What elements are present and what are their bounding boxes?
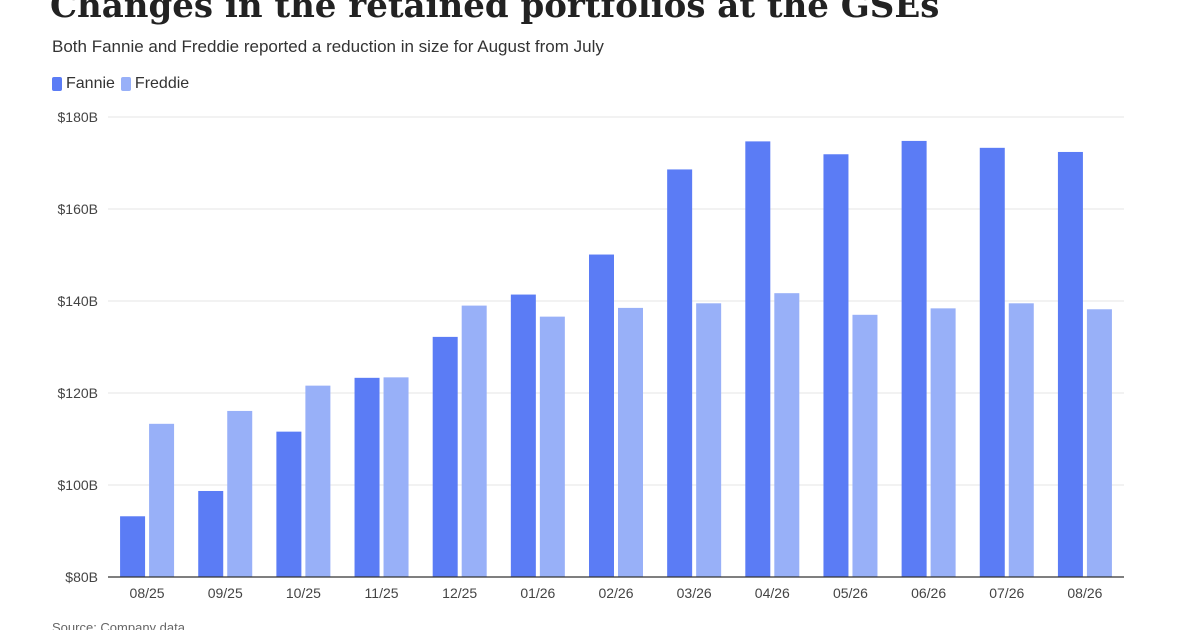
legend-swatch-freddie: [120, 77, 131, 91]
x-tick-label: 05/26: [833, 585, 868, 601]
bar-fannie: [432, 336, 458, 577]
bar-freddie: [930, 308, 956, 577]
x-tick-label: 03/26: [677, 585, 712, 601]
chart-source: Source: Company data: [52, 620, 185, 630]
bar-freddie: [149, 423, 175, 577]
chart-title: Changes in the retained portfolios at th…: [50, 0, 940, 26]
x-tick-label: 07/26: [989, 585, 1024, 601]
x-tick-label: 09/25: [208, 585, 243, 601]
y-tick-label: $140B: [58, 293, 98, 309]
bar-fannie: [901, 140, 927, 578]
bar-freddie: [1008, 303, 1034, 577]
bar-freddie: [383, 377, 409, 577]
y-tick-label: $120B: [58, 385, 98, 401]
x-tick-label: 12/25: [442, 585, 477, 601]
y-tick-label: $160B: [58, 201, 98, 217]
bar-freddie: [461, 305, 487, 577]
y-tick-label: $100B: [58, 477, 98, 493]
chart-subtitle: Both Fannie and Freddie reported a reduc…: [52, 37, 604, 56]
bar-freddie: [618, 307, 643, 577]
y-tick-label: $180B: [58, 109, 98, 125]
x-tick-label: 10/25: [286, 585, 321, 601]
bar-freddie: [696, 303, 722, 577]
bar-freddie: [1086, 309, 1112, 577]
legend-item-fannie: Fannie: [52, 75, 115, 93]
bar-fannie: [745, 141, 771, 577]
bar-fannie: [589, 254, 614, 578]
bar-fannie: [198, 490, 224, 577]
bar-freddie: [539, 316, 565, 577]
x-tick-label: 08/26: [1067, 585, 1102, 601]
bar-fannie: [276, 431, 302, 577]
legend-label-freddie: Freddie: [134, 75, 190, 92]
bar-fannie: [823, 154, 849, 577]
x-tick-label: 06/26: [911, 585, 946, 601]
x-tick-label: 02/26: [598, 585, 633, 601]
bar-freddie: [852, 314, 878, 577]
y-tick-label: $80B: [65, 569, 98, 585]
x-tick-label: 11/25: [365, 585, 399, 601]
bar-fannie: [979, 147, 1005, 577]
chart-legend: Fannie Freddie: [52, 75, 195, 93]
legend-label-fannie: Fannie: [66, 75, 115, 92]
bar-fannie: [667, 169, 693, 577]
bar-fannie: [354, 377, 380, 577]
x-tick-label: 04/26: [755, 585, 790, 601]
bar-freddie: [305, 385, 331, 577]
legend-item-freddie: Freddie: [120, 75, 190, 93]
legend-swatch-fannie: [52, 77, 62, 91]
bar-fannie: [1057, 151, 1083, 577]
x-tick-label: 01/26: [520, 585, 555, 601]
bar-fannie: [120, 516, 146, 577]
x-tick-label: 08/25: [130, 585, 165, 601]
bar-freddie: [227, 410, 253, 577]
bar-freddie: [774, 293, 800, 577]
bar-fannie: [510, 294, 536, 577]
